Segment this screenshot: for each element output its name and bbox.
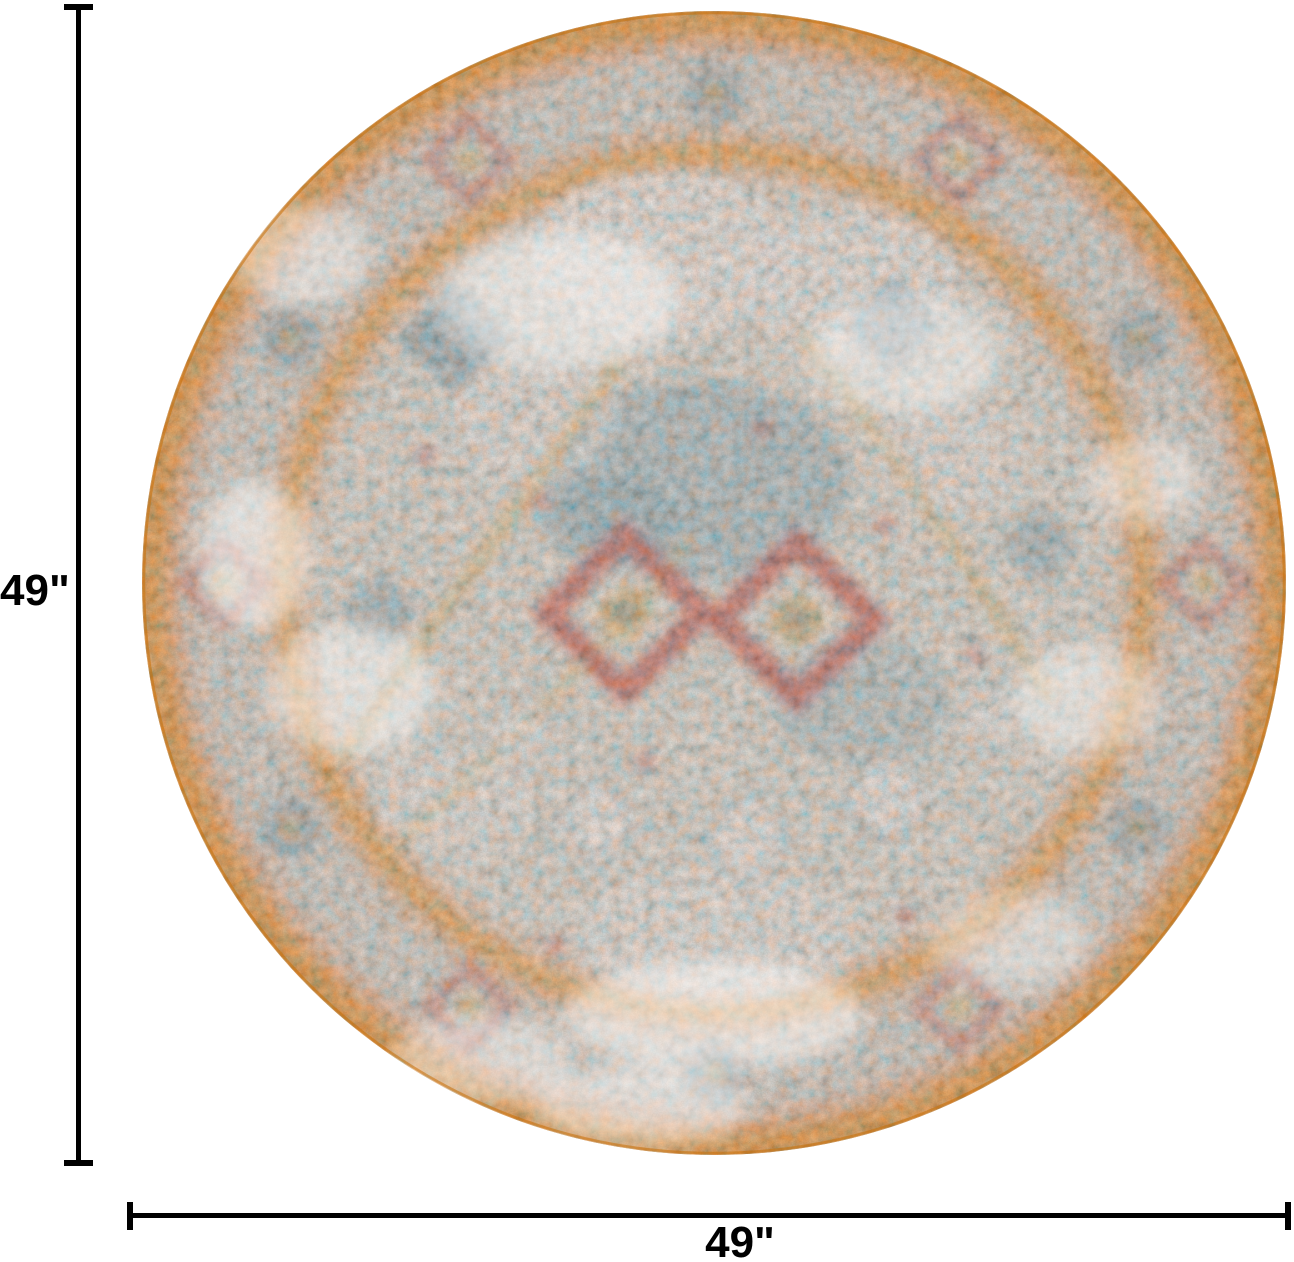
height-dimension-bottom-cap [64, 1160, 93, 1166]
height-label: 49" [0, 566, 70, 615]
height-dimension-line [76, 4, 81, 1164]
width-dimension-line [129, 1213, 1287, 1218]
width-label: 49" [705, 1218, 775, 1262]
height-dimension-top-cap [64, 4, 93, 10]
rug-rim-outline [142, 11, 1286, 1155]
width-dimension-right-cap [1285, 1202, 1291, 1230]
width-dimension-left-cap [127, 1202, 133, 1230]
distress-patches [200, 205, 1200, 1145]
